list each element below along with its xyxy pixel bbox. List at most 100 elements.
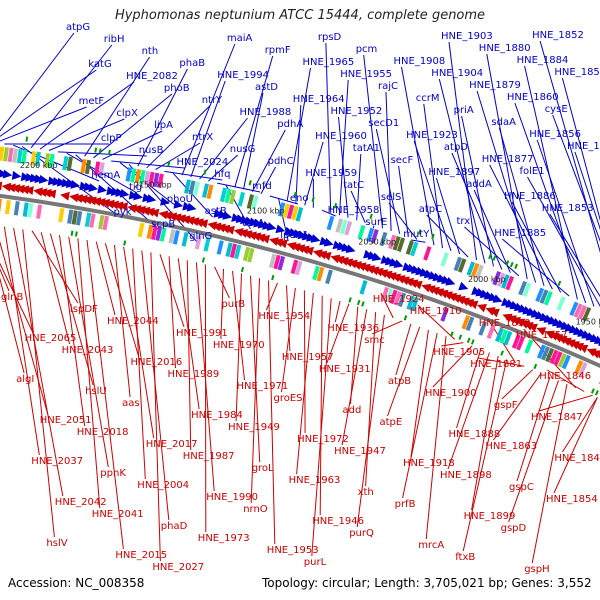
cog-block — [385, 288, 394, 303]
rna-feature — [492, 255, 497, 261]
leader-line — [438, 78, 486, 264]
cog-block — [12, 148, 19, 163]
gene-label: secD1 — [368, 118, 399, 129]
cog-block — [228, 189, 237, 205]
leader-line — [220, 268, 224, 340]
reverse-cds-arrow — [536, 327, 547, 336]
rna-feature — [361, 301, 365, 307]
reverse-cds-arrow — [408, 279, 419, 289]
gene-label: HNE_1863 — [485, 441, 537, 452]
cog-block — [475, 264, 484, 280]
rna-feature — [203, 169, 207, 175]
cog-block — [499, 329, 509, 344]
leader-line — [473, 189, 511, 273]
gene-label: HNE_1846 — [539, 371, 591, 382]
leader-line — [159, 254, 185, 328]
forward-cds-arrow — [56, 177, 67, 187]
gene-label: trx — [457, 216, 471, 227]
leader-line — [59, 235, 86, 427]
cog-block — [224, 188, 232, 204]
forward-cds-arrow — [34, 174, 44, 184]
reverse-cds-arrow — [242, 230, 253, 239]
reverse-cds-arrow — [378, 269, 389, 278]
leader-line — [549, 213, 600, 298]
leader-line — [411, 239, 426, 243]
cog-block — [234, 244, 242, 260]
gene-label: purB — [221, 299, 245, 310]
cog-block — [30, 150, 37, 166]
leader-line — [250, 278, 260, 504]
leader-line — [250, 275, 261, 463]
gene-label: HNE_1924 — [373, 294, 425, 305]
rna-feature — [248, 180, 252, 186]
gene-label: HNE_1886 — [504, 191, 556, 202]
reverse-cds-arrow — [421, 283, 432, 293]
gene-label: HNE_1851 — [554, 67, 600, 78]
reverse-cds-arrow — [255, 233, 266, 243]
reverse-cds-arrow — [434, 288, 445, 297]
cog-block — [359, 280, 368, 295]
cog-block — [84, 159, 92, 175]
gene-label: purQ — [349, 528, 374, 539]
reverse-cds-arrow — [395, 275, 406, 284]
gene-label: HNE_2065 — [25, 333, 77, 344]
reverse-cds-arrow — [290, 243, 301, 252]
cog-block — [410, 241, 419, 257]
reverse-cds-arrow — [360, 263, 371, 273]
cog-block — [22, 202, 29, 217]
gene-label: HNE_1898 — [440, 470, 492, 481]
gene-label: cysE — [545, 104, 568, 115]
leader-line — [489, 164, 553, 290]
reverse-cds-arrow — [565, 339, 576, 348]
reverse-cds-arrow — [334, 255, 345, 265]
cog-block — [461, 314, 471, 330]
gene-label: atpG — [66, 22, 90, 33]
rna-feature — [348, 297, 352, 303]
reverse-cds-arrow — [339, 257, 350, 266]
reverse-cds-arrow — [561, 337, 572, 346]
rna-feature — [333, 203, 338, 209]
gene-label: nusB — [139, 145, 164, 156]
reverse-cds-arrow — [198, 219, 209, 229]
leader-line — [375, 128, 401, 234]
cog-block — [295, 207, 304, 222]
cog-block — [524, 339, 534, 354]
gene-label: nth — [142, 46, 159, 57]
genome-backbone — [0, 193, 600, 368]
leader-line — [137, 68, 188, 167]
cog-block — [206, 184, 214, 199]
forward-cds-arrow — [52, 177, 62, 186]
leader-line — [30, 44, 113, 149]
rna-feature — [418, 229, 422, 235]
leader-line — [325, 42, 332, 213]
rna-feature — [293, 191, 297, 198]
cog-block — [44, 153, 51, 168]
reverse-cds-arrow — [15, 184, 25, 194]
reverse-cds-arrow — [464, 299, 475, 308]
cog-block — [125, 167, 133, 182]
leader-line — [0, 32, 75, 132]
gene-label: HNE_1880 — [479, 43, 531, 54]
reverse-cds-arrow — [549, 332, 560, 341]
cog-block — [0, 198, 2, 214]
cog-block — [148, 171, 155, 187]
rna-feature — [590, 388, 595, 394]
reverse-cds-arrow — [425, 285, 436, 294]
forward-cds-arrow — [47, 176, 58, 186]
reverse-cds-arrow — [104, 199, 115, 209]
genome-stats: Topology: circular; Length: 3,705,021 bp… — [262, 576, 592, 590]
gene-label: nrnO — [243, 504, 268, 515]
gene-label: HNE_2043 — [62, 345, 114, 356]
gene-label: HNE_1918 — [403, 458, 455, 469]
cog-block — [159, 227, 167, 242]
forward-cds-arrow — [61, 178, 72, 188]
reverse-cds-arrow — [553, 334, 564, 343]
kbp-tick-label: 2100 kbp — [247, 206, 285, 215]
gene-label: atpE — [380, 417, 403, 428]
gene-label: HNE_1900 — [425, 388, 477, 399]
cog-block — [518, 280, 528, 296]
reverse-cds-arrow — [95, 198, 106, 207]
reverse-cds-arrow — [158, 210, 169, 220]
leader-line — [102, 130, 163, 160]
gene-label: HNE_1847 — [531, 412, 583, 423]
